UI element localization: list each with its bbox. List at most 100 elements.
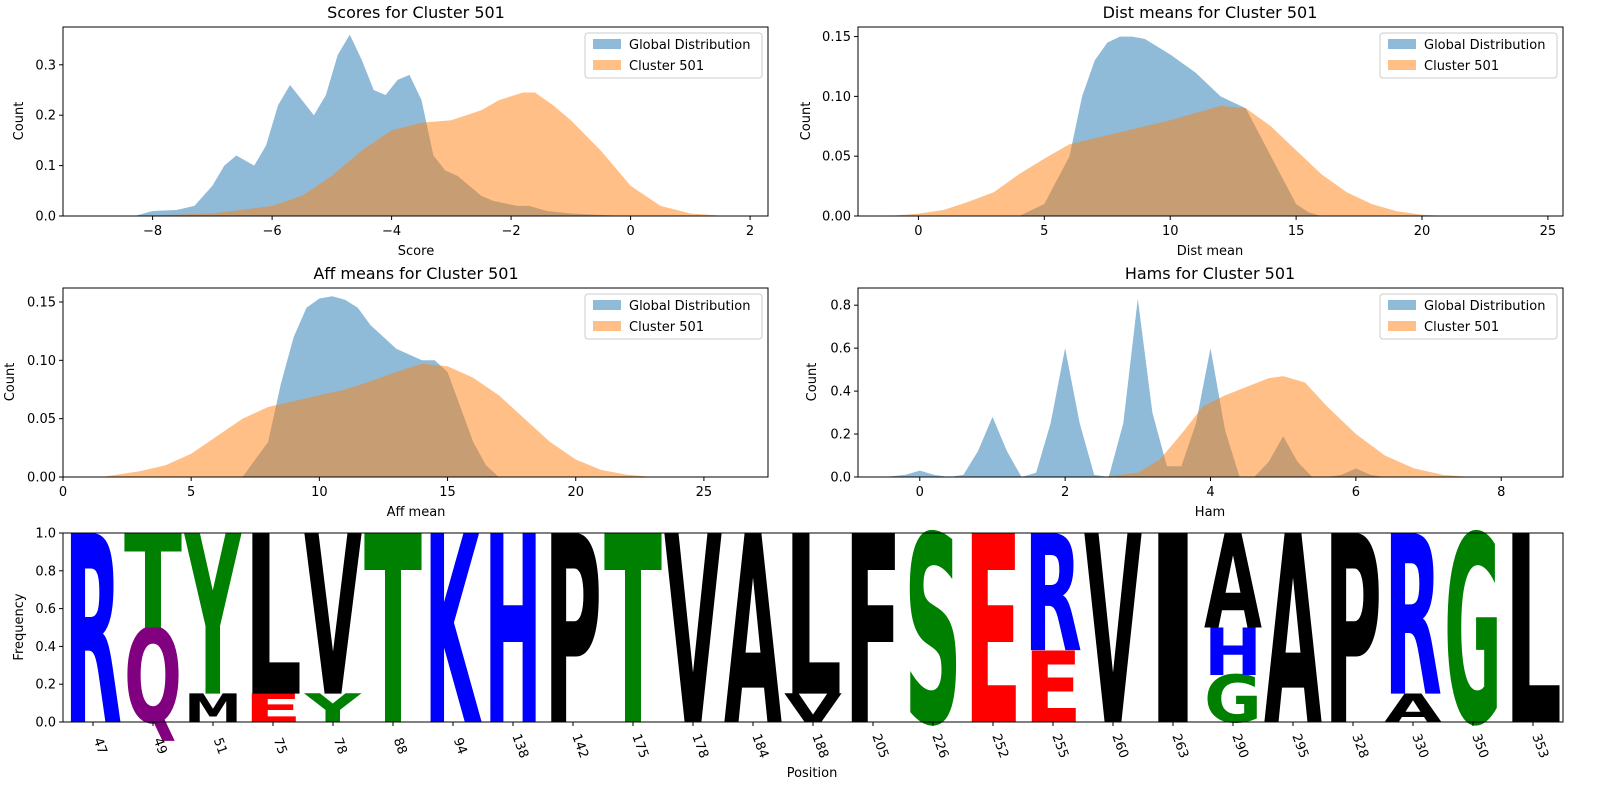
legend-label: Global Distribution xyxy=(629,38,750,53)
x-tick-label: −2 xyxy=(502,224,521,239)
legend: Global Distribution Cluster 501 xyxy=(1379,293,1558,340)
legend-swatch xyxy=(593,39,621,49)
x-tick-label: 2 xyxy=(746,224,754,239)
kde-panel-hams: Hams for Cluster 501 0 2 4 6 8 0.0 0.2 0.4 0.6 0.… xyxy=(805,264,1564,520)
x-axis-label: Ham xyxy=(1195,505,1225,520)
x-tick-label: 0 xyxy=(916,485,924,500)
logo-column: L xyxy=(1504,482,1562,784)
panel-title: Hams for Cluster 501 xyxy=(1125,264,1295,283)
x-tick-label: 0 xyxy=(626,224,634,239)
x-tick-label: −6 xyxy=(263,224,282,239)
logo-letter: H xyxy=(1204,615,1262,690)
legend-box xyxy=(1379,293,1558,340)
y-tick-label: 0.2 xyxy=(35,109,56,124)
legend-swatch xyxy=(1388,321,1416,331)
x-tick-label: 25 xyxy=(1540,224,1557,239)
legend-swatch xyxy=(593,321,621,331)
position-tick-label: 51 xyxy=(210,736,230,757)
y-tick-label: 0.00 xyxy=(27,471,56,486)
global-distribution-area xyxy=(883,298,1414,477)
y-tick-label: 0.3 xyxy=(35,58,56,73)
x-tick-label: 5 xyxy=(1040,224,1048,239)
legend-label: Cluster 501 xyxy=(629,320,704,335)
cluster-area xyxy=(1101,376,1473,477)
logo-column: ER xyxy=(1024,502,1082,746)
logo-letter: E xyxy=(1024,631,1082,746)
logo-letter: V xyxy=(664,482,722,784)
plot-frame xyxy=(857,26,1564,217)
legend-label: Global Distribution xyxy=(629,299,750,314)
y-axis-label: Count xyxy=(3,363,18,402)
legend-box xyxy=(584,293,763,340)
logo-column: EL xyxy=(244,490,302,746)
global-distribution-area xyxy=(134,34,631,216)
logo-column: GHA xyxy=(1204,508,1262,738)
logo-letter: Y xyxy=(184,490,242,746)
x-tick-label: 0 xyxy=(914,224,922,239)
y-tick-label: 1.0 xyxy=(35,527,56,542)
logo-column: AR xyxy=(1384,489,1442,746)
y-tick-label: 0.1 xyxy=(35,159,56,174)
logo-letter: G xyxy=(1444,482,1502,784)
x-tick-label: 0 xyxy=(59,485,67,500)
x-tick-label: 8 xyxy=(1497,485,1505,500)
logo-column: R xyxy=(64,482,122,783)
logo-column: H xyxy=(484,482,542,784)
x-tick-label: 4 xyxy=(1206,485,1214,500)
logo-letter: A xyxy=(1204,508,1262,659)
logo-letter: L xyxy=(244,490,302,746)
y-tick-label: 0.8 xyxy=(830,299,851,314)
y-tick-label: 0.4 xyxy=(830,385,851,400)
plot-frame xyxy=(62,26,769,217)
logo-letter: A xyxy=(1264,482,1322,784)
x-tick-label: −4 xyxy=(382,224,401,239)
position-tick-label: 47 xyxy=(90,736,110,757)
logo-letter: Q xyxy=(124,603,182,753)
kde-panel-scores: Scores for Cluster 501 −8 −6 −4 −2 0 2 0.0 0.1 0… xyxy=(12,3,769,259)
y-tick-label: 0.8 xyxy=(35,564,56,579)
legend-label: Cluster 501 xyxy=(629,59,704,74)
y-tick-label: 0.15 xyxy=(822,30,851,45)
x-tick-label: 25 xyxy=(696,485,713,500)
x-tick-label: −8 xyxy=(143,224,162,239)
logo-letter: T xyxy=(124,507,182,658)
logo-column: G xyxy=(1444,482,1502,784)
y-tick-label: 0.0 xyxy=(830,471,851,486)
x-axis-label: Position xyxy=(787,766,838,781)
logo-column: VL xyxy=(784,490,842,746)
y-tick-label: 0.15 xyxy=(27,296,56,311)
y-tick-label: 0.10 xyxy=(822,90,851,105)
logo-column: MY xyxy=(184,490,242,746)
logo-letter: A xyxy=(724,482,782,784)
logo-letter: R xyxy=(1024,502,1082,689)
panel-title: Dist means for Cluster 501 xyxy=(1103,3,1318,22)
legend-swatch xyxy=(1388,60,1416,70)
y-tick-label: 0.4 xyxy=(35,640,56,655)
y-tick-label: 0.0 xyxy=(35,716,56,731)
legend: Global Distribution Cluster 501 xyxy=(584,293,763,340)
plot-frame xyxy=(62,287,769,478)
panel-title: Scores for Cluster 501 xyxy=(327,3,505,22)
y-tick-label: 0.00 xyxy=(822,210,851,225)
logo-column: T xyxy=(364,483,422,784)
logo-letter: H xyxy=(484,482,542,784)
y-tick-label: 0.2 xyxy=(830,428,851,443)
legend-box xyxy=(1379,32,1558,79)
logo-letter: V xyxy=(1084,482,1142,784)
kde-panel-aff-means: Aff means for Cluster 501 0 5 10 15 20 25 0.00… xyxy=(3,264,769,520)
x-tick-label: 6 xyxy=(1352,485,1360,500)
logo-column: A xyxy=(1264,482,1322,784)
x-tick-label: 5 xyxy=(187,485,195,500)
x-tick-label: 2 xyxy=(1061,485,1069,500)
logo-column: A xyxy=(724,482,782,784)
legend-swatch xyxy=(593,60,621,70)
x-tick-label: 15 xyxy=(439,485,456,500)
logo-letter: R xyxy=(64,482,122,783)
x-tick-label: 20 xyxy=(567,485,584,500)
y-axis-label: Frequency xyxy=(12,593,27,660)
legend-swatch xyxy=(1388,39,1416,49)
panel-title: Aff means for Cluster 501 xyxy=(313,264,518,283)
logo-letter: L xyxy=(784,490,842,746)
cluster-area xyxy=(134,92,727,216)
y-tick-label: 0.05 xyxy=(27,412,56,427)
